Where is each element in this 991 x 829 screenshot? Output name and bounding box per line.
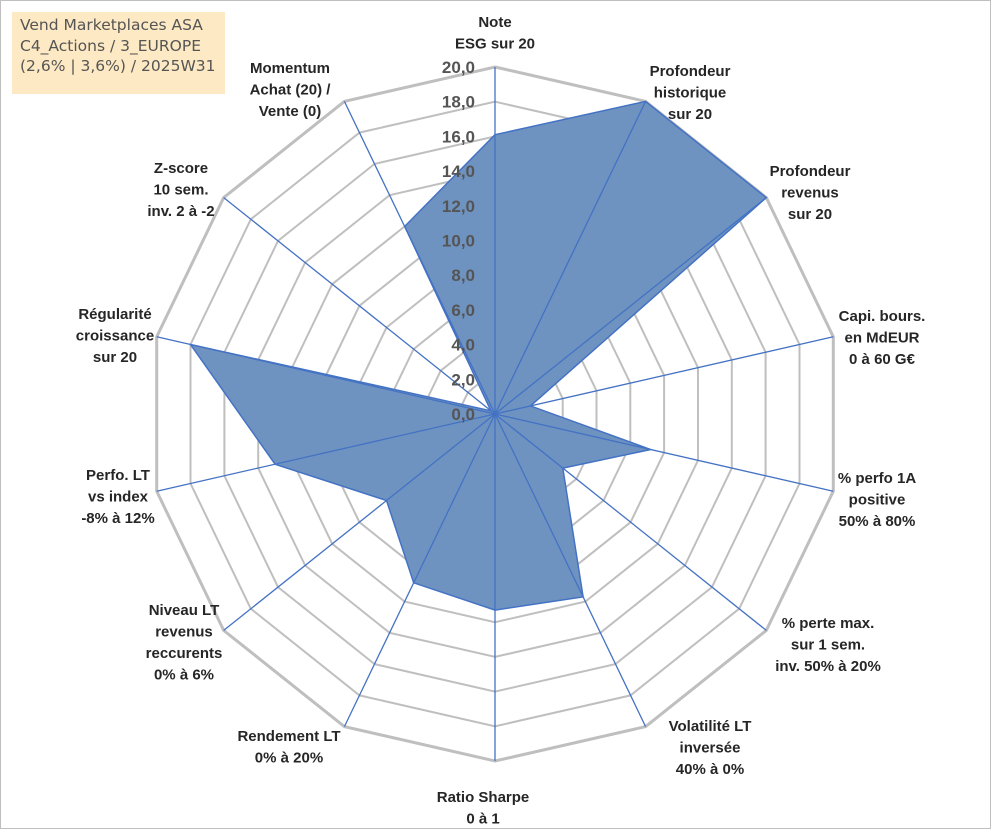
axis-label: sur 20	[788, 206, 832, 223]
axis-label: sur 20	[668, 106, 712, 123]
tick-label: 8,0	[451, 266, 475, 285]
axis-label: Ratio Sharpe	[437, 789, 530, 806]
series-area	[188, 100, 768, 611]
axis-label: ESG sur 20	[455, 36, 535, 53]
title-line-2: C4_Actions / 3_EUROPE	[20, 36, 201, 55]
axis-label: revenus	[781, 185, 839, 202]
tick-label: 4,0	[451, 336, 475, 355]
axis-spoke	[494, 413, 767, 631]
axis-label: inversée	[680, 740, 741, 757]
axis-spoke	[343, 101, 496, 415]
tick-label: 12,0	[442, 197, 475, 216]
tick-label: 14,0	[442, 162, 475, 181]
axis-label: 0 à 1	[466, 811, 499, 828]
axis-label: Note	[478, 14, 511, 31]
title-line-3: (2,6% | 3,6%) / 2025W31	[20, 57, 216, 75]
radar-axis-labels: Note ESG sur 20 Profondeur historique sur 20…	[76, 14, 926, 828]
axis-label: Z-score	[154, 160, 208, 177]
tick-label: 0,0	[451, 405, 475, 424]
axis-label: % perte max.	[782, 615, 875, 632]
axis-spoke	[494, 413, 834, 492]
axis-label: Capi. bours.	[839, 308, 926, 325]
axis-label: en MdEUR	[845, 330, 920, 347]
axis-label: Profondeur	[770, 163, 851, 180]
axis-label: % perfo 1A	[838, 470, 917, 487]
axis-label: Régularité	[78, 306, 151, 323]
axis-label: sur 1 sem.	[791, 637, 865, 654]
axis-label: Achat (20) /	[250, 82, 332, 99]
tick-label: 6,0	[451, 301, 475, 320]
axis-label: Vente (0)	[259, 103, 322, 120]
axis-label: vs index	[88, 489, 149, 506]
title-box: Vend Marketplaces ASA C4_Actions / 3_EUR…	[12, 12, 225, 94]
tick-label: 16,0	[442, 127, 475, 146]
axis-label: inv. 2 à -2	[147, 203, 214, 220]
axis-spoke	[223, 413, 496, 631]
axis-label: 0% à 6%	[154, 667, 214, 684]
radar-axes	[156, 67, 834, 761]
radar-tick-labels: 0,0 2,0 4,0 6,0 8,0 10,0 12,0 14,0 16,0 18,0 20,0	[442, 58, 475, 424]
tick-label: 2,0	[451, 370, 475, 389]
axis-label: croissance	[76, 328, 154, 345]
axis-label: Profondeur	[650, 63, 731, 80]
axis-label: positive	[849, 492, 906, 509]
axis-spoke	[223, 197, 496, 415]
title-line-1: Vend Marketplaces ASA	[20, 16, 203, 34]
axis-spoke	[156, 336, 496, 415]
axis-spoke	[494, 101, 647, 415]
axis-label: Volatilité LT	[669, 718, 752, 735]
axis-spoke	[343, 413, 496, 727]
axis-label: revenus	[155, 624, 213, 641]
axis-label: inv. 50% à 20%	[775, 658, 881, 675]
axis-label: 10 sem.	[153, 182, 208, 199]
axis-spoke	[494, 413, 647, 727]
axis-spoke	[156, 413, 496, 492]
tick-label: 18,0	[442, 93, 475, 112]
axis-spoke	[494, 336, 834, 415]
axis-label: 50% à 80%	[839, 513, 916, 530]
radar-area-layer	[188, 100, 768, 611]
axis-label: reccurents	[146, 645, 223, 662]
axis-label: 0 à 60 G€	[849, 351, 916, 368]
axis-label: 0% à 20%	[255, 750, 323, 767]
axis-label: Momentum	[250, 60, 330, 77]
axis-label: Rendement LT	[237, 728, 340, 745]
axis-label: Perfo. LT	[86, 467, 150, 484]
axis-label: sur 20	[93, 349, 137, 366]
axis-spoke	[494, 197, 767, 415]
axis-label: Niveau LT	[149, 602, 220, 619]
tick-label: 10,0	[442, 232, 475, 251]
axis-label: 40% à 0%	[676, 761, 744, 778]
axis-label: historique	[654, 85, 727, 102]
tick-label: 20,0	[442, 58, 475, 77]
axis-label: -8% à 12%	[81, 510, 154, 527]
